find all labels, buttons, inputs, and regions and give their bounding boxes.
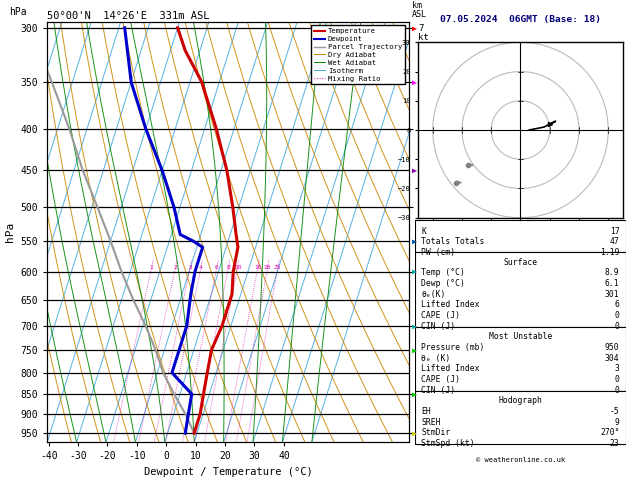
Text: ▶: ▶ [412,346,417,354]
Text: 20: 20 [264,265,271,270]
Text: ▶: ▶ [412,389,417,399]
Text: 23: 23 [610,439,620,448]
Text: 1.19: 1.19 [600,248,620,257]
Text: 3: 3 [188,265,192,270]
Text: -5: -5 [610,407,620,416]
FancyBboxPatch shape [415,220,626,252]
Text: 2: 2 [174,265,177,270]
Text: kt: kt [418,33,429,42]
Text: 950: 950 [605,343,620,352]
Text: ▶: ▶ [412,166,417,175]
Text: hPa: hPa [9,7,27,17]
Text: SREH: SREH [421,417,441,427]
Text: 3: 3 [615,364,620,373]
Text: Pressure (mb): Pressure (mb) [421,343,485,352]
FancyBboxPatch shape [415,327,626,391]
Text: km
ASL: km ASL [412,1,427,19]
Text: 47: 47 [610,237,620,246]
Text: © weatheronline.co.uk: © weatheronline.co.uk [476,457,565,463]
Text: 0: 0 [615,322,620,330]
Text: 270°: 270° [600,428,620,437]
Text: 50°00'N  14°26'E  331m ASL: 50°00'N 14°26'E 331m ASL [47,11,209,21]
Text: 10: 10 [234,265,242,270]
X-axis label: Dewpoint / Temperature (°C): Dewpoint / Temperature (°C) [143,467,313,477]
Text: Totals Totals: Totals Totals [421,237,485,246]
Text: 16: 16 [254,265,262,270]
Text: 6: 6 [215,265,219,270]
Text: θₑ(K): θₑ(K) [421,290,446,298]
Text: CIN (J): CIN (J) [421,322,455,330]
Text: 4: 4 [199,265,203,270]
Text: θₑ (K): θₑ (K) [421,353,451,363]
FancyBboxPatch shape [415,252,626,327]
Text: Most Unstable: Most Unstable [489,332,552,341]
Text: 9: 9 [615,417,620,427]
Text: 6.1: 6.1 [605,279,620,288]
Text: 0: 0 [615,385,620,395]
Text: K: K [421,226,426,236]
Text: StmSpd (kt): StmSpd (kt) [421,439,475,448]
Text: ▶: ▶ [412,267,417,276]
Text: CAPE (J): CAPE (J) [421,311,460,320]
Y-axis label: hPa: hPa [5,222,15,242]
Text: 07.05.2024  06GMT (Base: 18): 07.05.2024 06GMT (Base: 18) [440,15,601,24]
Text: 301: 301 [605,290,620,298]
Text: ▶: ▶ [412,321,417,330]
Text: 6: 6 [615,300,620,309]
Text: Hodograph: Hodograph [499,396,542,405]
Text: Surface: Surface [503,258,538,266]
Text: 8.9: 8.9 [605,268,620,277]
Text: 1: 1 [150,265,153,270]
Text: ▶: ▶ [412,23,417,32]
Text: StmDir: StmDir [421,428,451,437]
Text: 17: 17 [610,226,620,236]
Text: 304: 304 [605,353,620,363]
Text: Lifted Index: Lifted Index [421,300,480,309]
Legend: Temperature, Dewpoint, Parcel Trajectory, Dry Adiabat, Wet Adiabat, Isotherm, Mi: Temperature, Dewpoint, Parcel Trajectory… [311,25,405,85]
Text: Dewp (°C): Dewp (°C) [421,279,465,288]
Text: 25: 25 [274,265,281,270]
Text: ▶: ▶ [412,429,417,437]
Text: ▶: ▶ [412,236,417,245]
Text: 8: 8 [226,265,230,270]
Text: Lifted Index: Lifted Index [421,364,480,373]
Text: PW (cm): PW (cm) [421,248,455,257]
Text: CAPE (J): CAPE (J) [421,375,460,384]
FancyBboxPatch shape [415,391,626,444]
Text: EH: EH [421,407,431,416]
Text: CIN (J): CIN (J) [421,385,455,395]
Text: 0: 0 [615,311,620,320]
Text: ▶: ▶ [412,77,417,87]
Text: 0: 0 [615,375,620,384]
Text: Temp (°C): Temp (°C) [421,268,465,277]
